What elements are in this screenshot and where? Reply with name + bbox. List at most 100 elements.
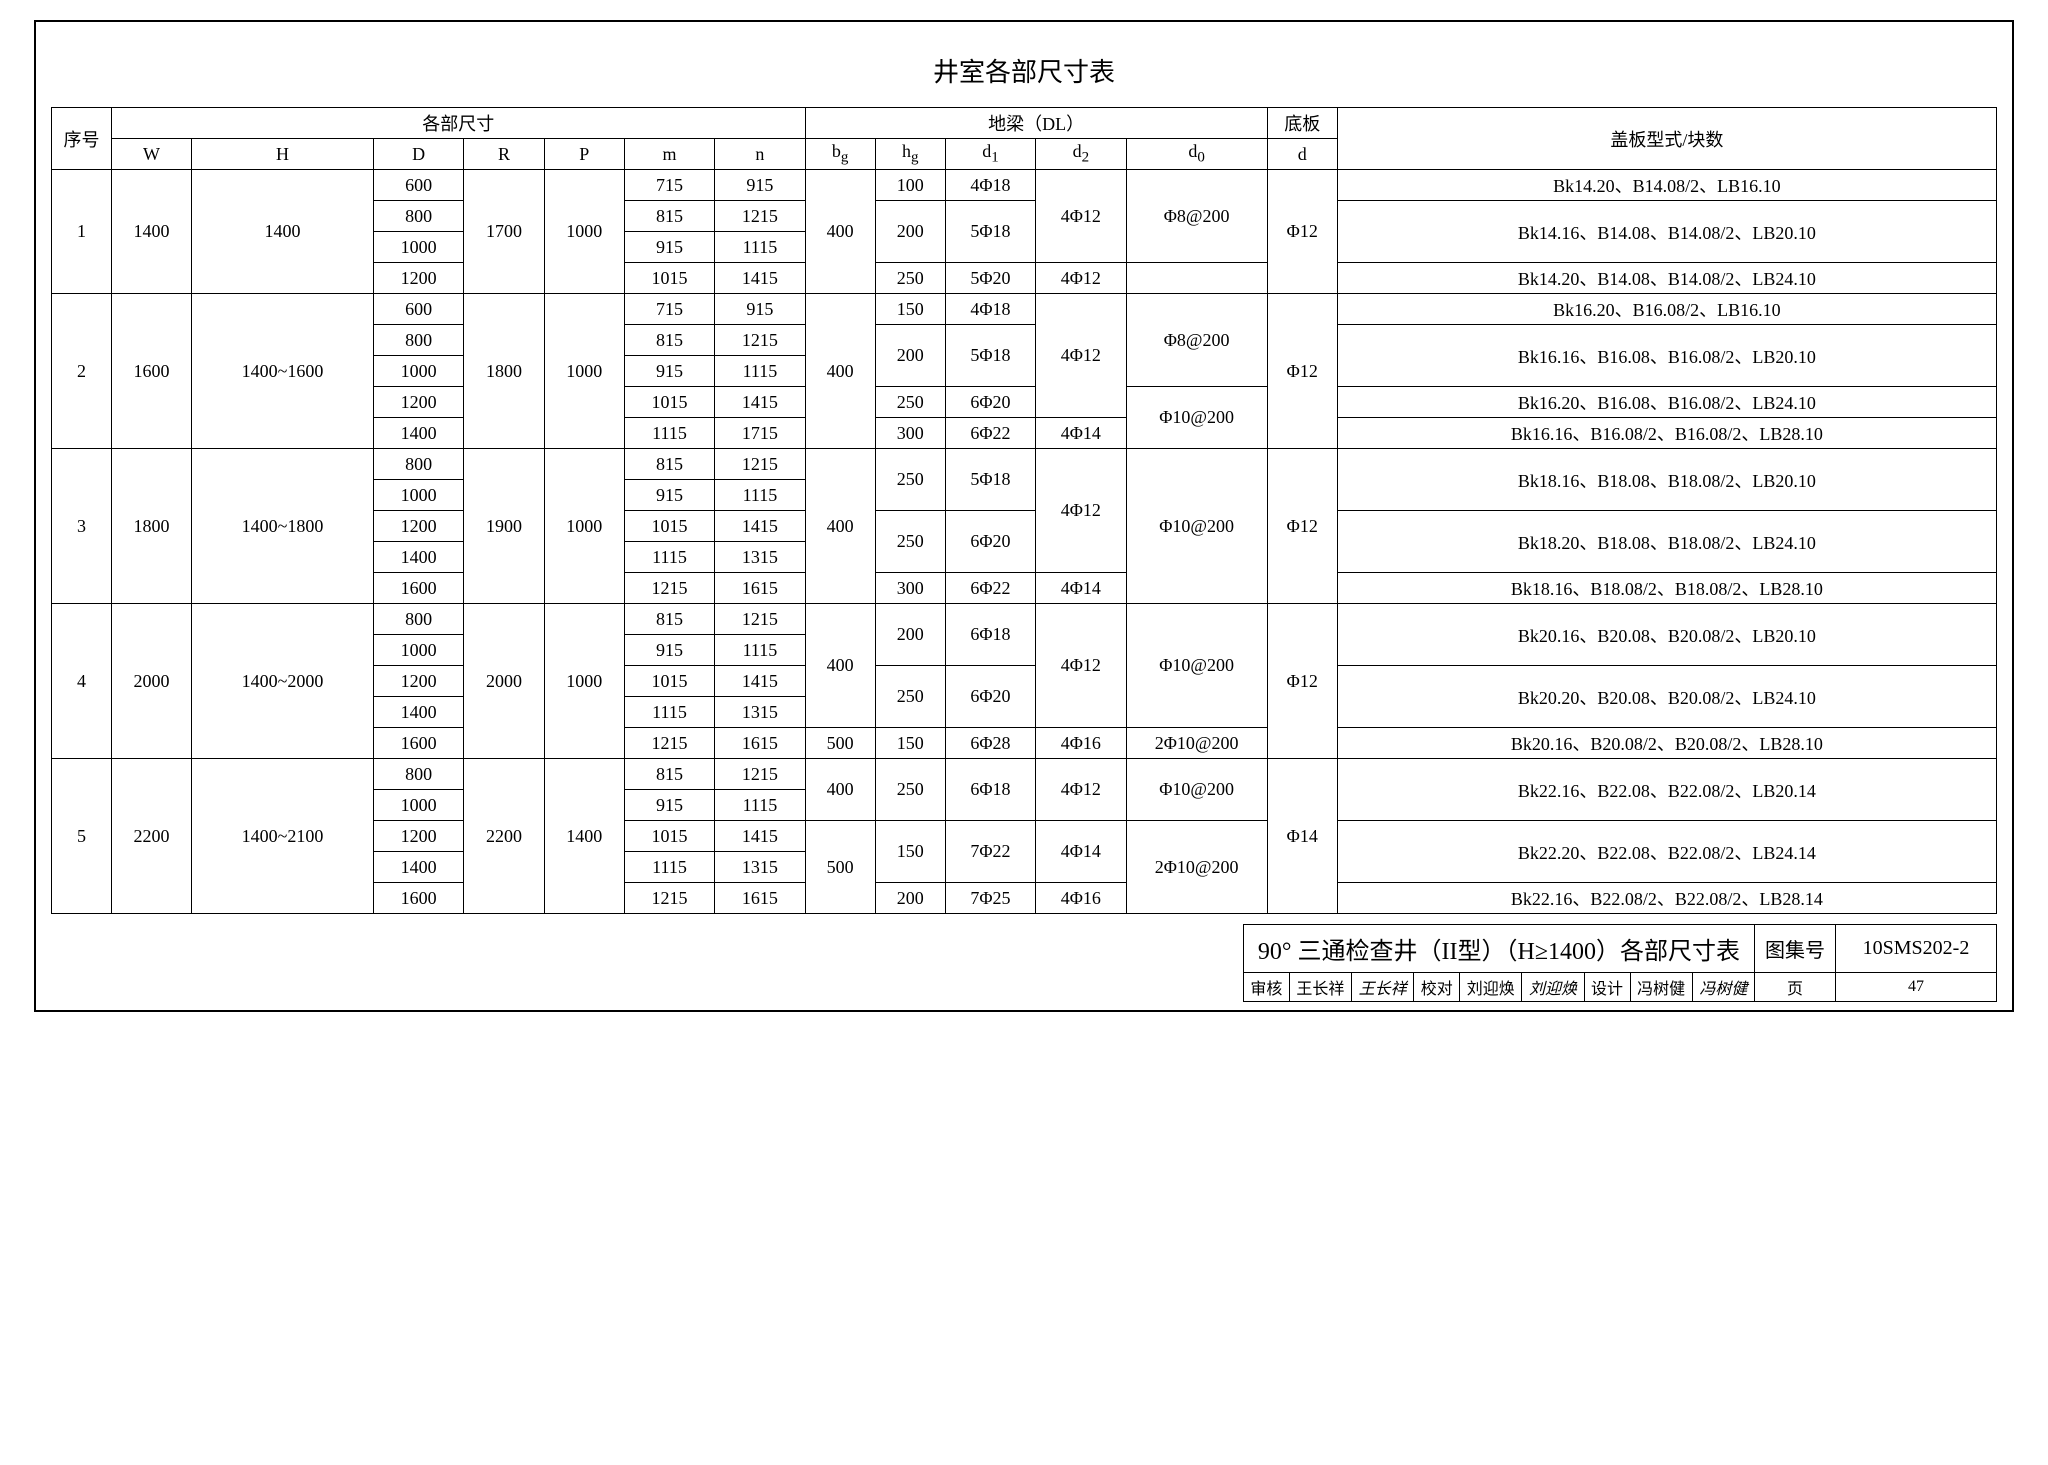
design-sig: 冯树健 — [1692, 973, 1754, 1002]
cell-H: 1400~2000 — [192, 604, 374, 759]
table-row: 522001400~21008002200140081512154002506Φ… — [52, 759, 1997, 790]
cell-W: 1600 — [111, 294, 191, 449]
cell-d1: 6Φ18 — [945, 759, 1035, 821]
cell-bg: 500 — [805, 821, 875, 914]
cell-P: 1000 — [544, 170, 624, 294]
cell-d2: 4Φ12 — [1036, 170, 1126, 263]
cell-D: 800 — [373, 325, 463, 356]
col-d0: d0 — [1126, 139, 1267, 170]
col-group-dims: 各部尺寸 — [111, 108, 805, 139]
cell-R: 1800 — [464, 294, 544, 449]
cell-m: 915 — [624, 480, 714, 511]
cell-seq: 4 — [52, 604, 112, 759]
cell-m: 915 — [624, 635, 714, 666]
cell-R: 2000 — [464, 604, 544, 759]
cell-n: 1215 — [715, 201, 805, 232]
col-W: W — [111, 139, 191, 170]
cell-cover: Bk16.16、B16.08/2、B16.08/2、LB28.10 — [1337, 418, 1996, 449]
cell-D: 1400 — [373, 542, 463, 573]
cell-cover: Bk14.16、B14.08、B14.08/2、LB20.10 — [1337, 201, 1996, 263]
cell-cover: Bk16.16、B16.08、B16.08/2、LB20.10 — [1337, 325, 1996, 387]
page-frame: 井室各部尺寸表 序号 各部尺寸 地梁（DL） 底板 盖板型式/块数 W H D … — [34, 20, 2014, 1012]
dimension-table: 序号 各部尺寸 地梁（DL） 底板 盖板型式/块数 W H D R P m n … — [51, 107, 1997, 914]
cell-n: 1615 — [715, 573, 805, 604]
cell-d2: 4Φ12 — [1036, 604, 1126, 728]
cell-H: 1400~1800 — [192, 449, 374, 604]
cell-n: 1115 — [715, 232, 805, 263]
cell-n: 1215 — [715, 325, 805, 356]
cell-cover: Bk22.20、B22.08、B22.08/2、LB24.14 — [1337, 821, 1996, 883]
cell-d1: 4Φ18 — [945, 294, 1035, 325]
cell-bg: 500 — [805, 728, 875, 759]
cell-D: 1200 — [373, 387, 463, 418]
check-name: 刘迎焕 — [1460, 973, 1522, 1002]
cell-D: 1000 — [373, 635, 463, 666]
cell-d2: 4Φ12 — [1036, 263, 1126, 294]
cell-D: 600 — [373, 170, 463, 201]
table-row: 318001400~18008001900100081512154002505Φ… — [52, 449, 1997, 480]
cell-hg: 200 — [875, 604, 945, 666]
cell-bg: 400 — [805, 449, 875, 604]
doc-title: 90° 三通检查井（II型）（H≥1400）各部尺寸表 — [1243, 925, 1754, 973]
col-d: d — [1267, 139, 1337, 170]
cell-n: 1315 — [715, 852, 805, 883]
cell-hg: 200 — [875, 201, 945, 263]
cell-n: 915 — [715, 294, 805, 325]
cell-D: 1200 — [373, 666, 463, 697]
cell-hg: 250 — [875, 666, 945, 728]
cell-d: Φ12 — [1267, 449, 1337, 604]
col-group-beam: 地梁（DL） — [805, 108, 1267, 139]
cell-n: 1215 — [715, 604, 805, 635]
cell-n: 1415 — [715, 263, 805, 294]
cell-d1: 7Φ22 — [945, 821, 1035, 883]
cell-cover: Bk18.16、B18.08、B18.08/2、LB20.10 — [1337, 449, 1996, 511]
cell-D: 800 — [373, 201, 463, 232]
cell-m: 815 — [624, 325, 714, 356]
cell-d1: 5Φ18 — [945, 201, 1035, 263]
cell-hg: 250 — [875, 387, 945, 418]
table-body: 114001400600170010007159154001004Φ184Φ12… — [52, 170, 1997, 914]
cell-d2: 4Φ16 — [1036, 728, 1126, 759]
cell-hg: 200 — [875, 883, 945, 914]
cell-seq: 3 — [52, 449, 112, 604]
cell-d2: 4Φ12 — [1036, 294, 1126, 418]
cell-hg: 300 — [875, 418, 945, 449]
cell-d1: 5Φ20 — [945, 263, 1035, 294]
cell-d2: 4Φ14 — [1036, 418, 1126, 449]
cell-n: 1215 — [715, 759, 805, 790]
cell-hg: 300 — [875, 573, 945, 604]
cell-bg: 400 — [805, 759, 875, 821]
review-label: 审核 — [1243, 973, 1289, 1002]
cell-hg: 250 — [875, 759, 945, 821]
cell-d1: 7Φ25 — [945, 883, 1035, 914]
cell-D: 1200 — [373, 263, 463, 294]
cell-m: 1015 — [624, 511, 714, 542]
cell-d2: 4Φ12 — [1036, 449, 1126, 573]
cell-bg: 400 — [805, 604, 875, 728]
table-row: 216001400~1600600180010007159154001504Φ1… — [52, 294, 1997, 325]
cell-D: 1600 — [373, 883, 463, 914]
cell-seq: 1 — [52, 170, 112, 294]
cell-m: 815 — [624, 759, 714, 790]
col-bg: bg — [805, 139, 875, 170]
cell-d1: 4Φ18 — [945, 170, 1035, 201]
cell-R: 1900 — [464, 449, 544, 604]
cell-m: 1015 — [624, 666, 714, 697]
cell-m: 1015 — [624, 387, 714, 418]
cell-d2: 4Φ16 — [1036, 883, 1126, 914]
cell-m: 815 — [624, 604, 714, 635]
cell-hg: 250 — [875, 511, 945, 573]
cell-m: 715 — [624, 294, 714, 325]
cell-m: 915 — [624, 356, 714, 387]
cell-m: 1115 — [624, 852, 714, 883]
review-name: 王长祥 — [1289, 973, 1351, 1002]
footer-table: 90° 三通检查井（II型）（H≥1400）各部尺寸表 图集号 10SMS202… — [1243, 924, 1997, 1002]
cell-d0: Φ8@200 — [1126, 170, 1267, 263]
cell-d2: 4Φ14 — [1036, 821, 1126, 883]
page-label: 页 — [1755, 973, 1836, 1002]
cell-d0: Φ10@200 — [1126, 449, 1267, 604]
cell-n: 1315 — [715, 697, 805, 728]
cell-W: 1800 — [111, 449, 191, 604]
cell-d1: 6Φ28 — [945, 728, 1035, 759]
cell-D: 800 — [373, 759, 463, 790]
